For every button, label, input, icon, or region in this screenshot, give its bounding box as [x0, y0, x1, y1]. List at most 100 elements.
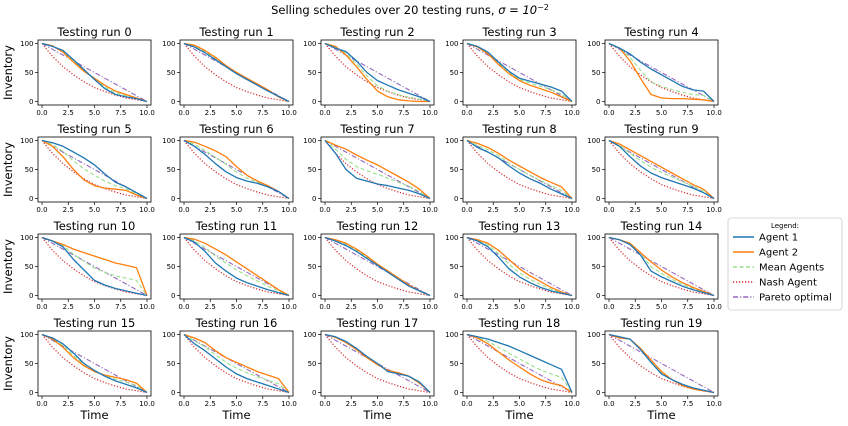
y-tick-label: 100 [162, 331, 175, 339]
x-tick-label: 0.0 [178, 303, 189, 311]
subplot-10: Testing run 10 0.0 2.5 5.0 7.5 10.0 0 50 100 Inve… [1, 219, 155, 311]
axes-frame [604, 233, 719, 300]
y-axis-label: Inventory [1, 142, 15, 197]
x-tick-label: 10.0 [139, 303, 155, 311]
x-tick-label: 7.5 [398, 303, 409, 311]
x-tick-label: 0.0 [36, 400, 47, 408]
y-tick-label: 0 [29, 389, 33, 397]
legend-label-agent2: Agent 2 [759, 248, 798, 259]
y-tick-label: 0 [596, 292, 600, 300]
y-tick-label: 0 [454, 98, 458, 106]
y-tick-label: 50 [167, 166, 176, 174]
y-tick-label: 100 [303, 331, 316, 339]
y-tick-label: 50 [450, 69, 459, 77]
subplot-15: Testing run 15 0.0 2.5 5.0 7.5 10.0 0 50 100 Inve… [1, 316, 155, 422]
x-tick-label: 0.0 [36, 206, 47, 214]
x-tick-label: 10.0 [706, 400, 722, 408]
subplot-2: Testing run 2 0.0 2.5 5.0 7.5 10.0 0 50 100 [303, 25, 438, 117]
y-tick-label: 0 [454, 292, 458, 300]
x-tick-label: 2.5 [63, 109, 74, 117]
y-tick-label: 50 [592, 69, 601, 77]
y-tick-label: 100 [587, 40, 600, 48]
series-pareto [608, 237, 715, 296]
y-tick-label: 50 [308, 69, 317, 77]
x-tick-label: 0.0 [603, 303, 614, 311]
axes-frame [37, 39, 152, 106]
y-tick-label: 100 [445, 40, 458, 48]
subplot-title: Testing run 0 [56, 25, 131, 39]
x-tick-label: 5.0 [656, 109, 667, 117]
x-tick-label: 10.0 [564, 400, 580, 408]
y-tick-label: 0 [29, 195, 33, 203]
series-agent1 [466, 333, 573, 393]
subplot-title: Testing run 2 [339, 25, 414, 39]
y-tick-label: 0 [454, 389, 458, 397]
x-axis-label: Time [646, 408, 675, 422]
series-nash [466, 43, 573, 103]
y-tick-label: 0 [312, 292, 316, 300]
series-pareto [466, 43, 573, 102]
x-tick-label: 5.0 [89, 109, 100, 117]
y-tick-label: 100 [587, 234, 600, 242]
y-tick-label: 50 [308, 263, 317, 271]
x-tick-label: 10.0 [139, 400, 155, 408]
y-tick-label: 50 [450, 360, 459, 368]
x-tick-label: 10.0 [281, 109, 297, 117]
x-tick-label: 5.0 [372, 303, 383, 311]
legend-box [727, 217, 843, 311]
subplot-title: Testing run 16 [195, 316, 278, 330]
x-tick-label: 2.5 [205, 303, 216, 311]
y-tick-label: 100 [20, 40, 33, 48]
legend-title: Legend: [771, 222, 799, 230]
x-tick-label: 2.5 [488, 303, 499, 311]
x-tick-label: 10.0 [706, 303, 722, 311]
series-agent2 [608, 139, 715, 199]
subplot-title: Testing run 15 [53, 316, 136, 330]
series-pareto [466, 237, 573, 296]
x-tick-label: 0.0 [36, 109, 47, 117]
x-tick-label: 10.0 [281, 303, 297, 311]
series-agent1 [466, 236, 573, 297]
subplot-title: Testing run 1 [198, 25, 273, 39]
y-tick-label: 100 [162, 40, 175, 48]
subplot-17: Testing run 17 0.0 2.5 5.0 7.5 10.0 0 50 100 Time [303, 316, 438, 422]
y-tick-label: 50 [167, 263, 176, 271]
y-tick-label: 100 [445, 234, 458, 242]
x-tick-label: 0.0 [319, 109, 330, 117]
series-agent2 [324, 42, 430, 103]
y-tick-label: 0 [171, 389, 175, 397]
series-agent1 [608, 42, 715, 102]
axes-frame [604, 330, 719, 397]
x-tick-label: 5.0 [514, 303, 525, 311]
y-tick-label: 50 [25, 69, 34, 77]
series-agent2 [466, 42, 573, 103]
subplot-title: Testing run 10 [53, 219, 136, 233]
series-nash [183, 237, 290, 297]
series-pareto [324, 43, 431, 102]
series-mean [41, 236, 148, 296]
x-tick-label: 0.0 [178, 206, 189, 214]
y-tick-label: 0 [29, 292, 33, 300]
series-pareto [466, 140, 573, 199]
series-nash [41, 43, 148, 103]
y-tick-label: 0 [171, 292, 175, 300]
series-agent2 [41, 236, 148, 296]
series-agent1 [466, 42, 573, 102]
series-pareto [324, 140, 431, 199]
x-tick-label: 0.0 [319, 303, 330, 311]
subplot-8: Testing run 8 0.0 2.5 5.0 7.5 10.0 0 50 100 [445, 122, 580, 214]
y-tick-label: 100 [303, 137, 316, 145]
x-tick-label: 5.0 [231, 206, 242, 214]
series-agent2 [41, 333, 148, 393]
x-tick-label: 2.5 [63, 303, 74, 311]
series-agent2 [41, 139, 148, 200]
series-mean [608, 42, 715, 102]
subplot-grid: Testing run 0 0.0 2.5 5.0 7.5 10.0 0 50 100 Inven… [1, 25, 722, 422]
series-nash [466, 237, 573, 297]
series-pareto [608, 140, 715, 199]
series-mean [608, 139, 715, 199]
series-pareto [41, 237, 148, 296]
y-tick-label: 50 [167, 69, 176, 77]
x-tick-label: 5.0 [89, 303, 100, 311]
